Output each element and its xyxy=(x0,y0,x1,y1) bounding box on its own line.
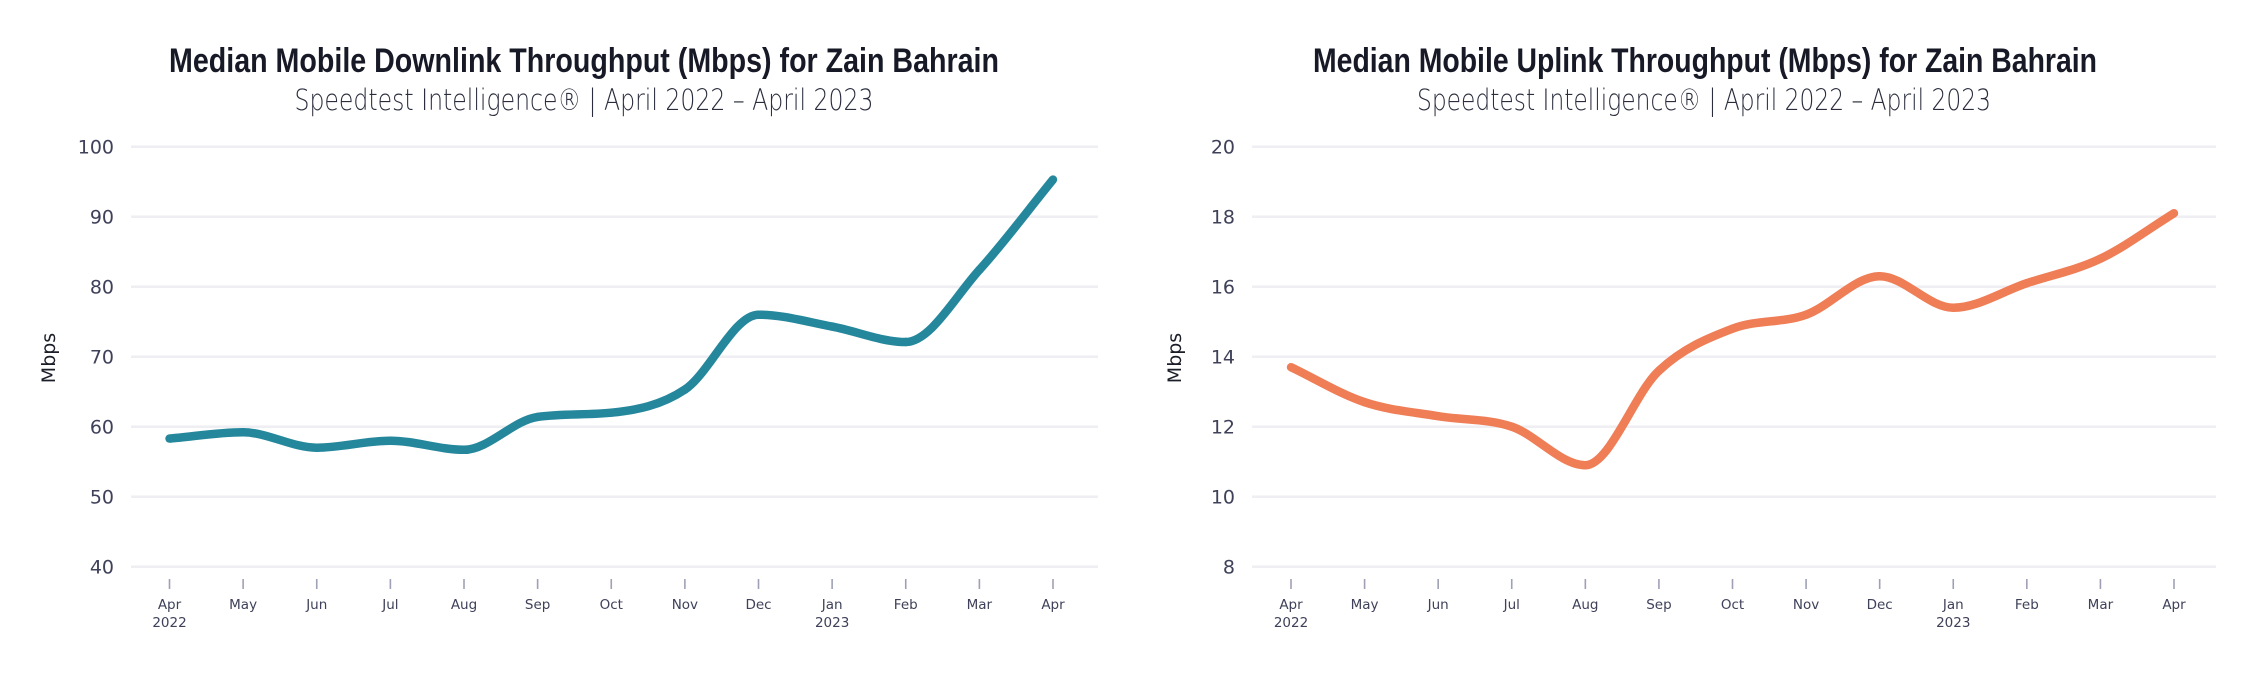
x-tick-label: Apr xyxy=(2162,597,2186,613)
x-tick-label: May xyxy=(1351,597,1379,613)
data-point xyxy=(1360,398,1369,407)
x-tick-label: Oct xyxy=(600,597,623,613)
x-tick-label: Sep xyxy=(1646,597,1671,613)
data-point xyxy=(165,434,174,443)
data-point xyxy=(1581,461,1590,470)
data-point xyxy=(1801,310,1811,319)
data-point xyxy=(754,310,763,319)
chart-subtitle: Speedtest Intelligence® | April 2022 – A… xyxy=(295,83,874,117)
y-tick-label: 100 xyxy=(78,137,114,159)
y-tick-label: 90 xyxy=(90,207,114,229)
y-tick-label: 10 xyxy=(1211,487,1235,509)
data-point xyxy=(1286,363,1296,372)
x-tick-year-label: 2022 xyxy=(152,615,186,631)
y-tick-label: 12 xyxy=(1211,417,1235,439)
gridlines xyxy=(131,145,1098,568)
x-tick-label: Nov xyxy=(672,597,698,613)
data-point xyxy=(607,408,616,417)
data-point xyxy=(1875,272,1884,281)
x-tick-label: Oct xyxy=(1721,597,1744,613)
y-tick-label: 16 xyxy=(1211,277,1235,299)
data-point xyxy=(680,385,690,394)
gridlines xyxy=(1252,145,2216,568)
data-point xyxy=(1949,303,1958,312)
y-tick-label: 50 xyxy=(90,487,114,509)
y-tick-label: 40 xyxy=(90,557,114,579)
x-tick-label: Jan xyxy=(1942,597,1964,613)
y-tick-label: 14 xyxy=(1211,347,1235,369)
data-point xyxy=(386,436,395,445)
y-tick-label: 8 xyxy=(1223,557,1235,579)
x-tick-label: Jun xyxy=(305,597,327,613)
chart-subtitle: Speedtest Intelligence® | April 2022 – A… xyxy=(1417,83,1991,117)
x-tick-label: Dec xyxy=(1867,597,1893,613)
data-point xyxy=(2096,254,2105,263)
x-tick-label: Apr xyxy=(1279,597,1303,613)
y-tick-label: 18 xyxy=(1211,207,1235,229)
y-tick-label: 80 xyxy=(90,277,114,299)
data-point xyxy=(1728,324,1737,333)
data-point xyxy=(827,322,837,331)
y-axis-ticks: 8 10 12 14 16 18 20 xyxy=(1211,137,1235,579)
x-tick-label: Sep xyxy=(525,597,550,613)
y-axis-label: Mbps xyxy=(38,333,60,383)
x-tick-year-label: 2023 xyxy=(1936,615,1970,631)
x-tick-label: Mar xyxy=(967,597,993,613)
x-tick-label: Feb xyxy=(2015,597,2039,613)
x-tick-label: Jul xyxy=(381,597,398,613)
x-axis-ticks: Apr 2022 May Jun Jul Aug Sep Oct Nov Dec Jan 2023 Fe… xyxy=(152,579,1065,631)
x-tick-label: Jul xyxy=(1503,597,1520,613)
data-point xyxy=(2169,209,2179,218)
chart-title: Median Mobile Downlink Throughput (Mbps)… xyxy=(169,42,999,80)
x-tick-label: Aug xyxy=(451,597,477,613)
data-point xyxy=(1507,422,1516,431)
x-tick-label: Aug xyxy=(1572,597,1598,613)
x-tick-label: Apr xyxy=(158,597,182,613)
x-tick-label: Jan xyxy=(821,597,843,613)
x-tick-year-label: 2023 xyxy=(815,615,849,631)
x-tick-label: Nov xyxy=(1793,597,1819,613)
x-tick-label: May xyxy=(229,597,257,613)
chart-title: Median Mobile Uplink Throughput (Mbps) f… xyxy=(1313,42,2097,80)
data-point xyxy=(1433,412,1443,421)
x-tick-label: Feb xyxy=(894,597,918,613)
data-point xyxy=(533,412,542,422)
data-point xyxy=(1654,366,1664,375)
uplink-chart: Median Mobile Uplink Throughput (Mbps) f… xyxy=(1164,42,2216,631)
downlink-chart: Median Mobile Downlink Throughput (Mbps)… xyxy=(38,42,1098,631)
data-point xyxy=(901,337,910,347)
data-point xyxy=(975,265,984,275)
y-axis-ticks: 40 50 60 70 80 90 100 xyxy=(78,137,114,579)
data-point xyxy=(312,443,321,452)
x-tick-label: Apr xyxy=(1041,597,1065,613)
y-tick-label: 20 xyxy=(1211,137,1235,159)
x-tick-year-label: 2022 xyxy=(1274,615,1308,631)
series-layer xyxy=(165,175,1058,455)
y-tick-label: 70 xyxy=(90,347,114,369)
x-tick-label: Jun xyxy=(1427,597,1449,613)
data-point xyxy=(459,445,469,454)
x-tick-label: Dec xyxy=(745,597,771,613)
y-axis-label: Mbps xyxy=(1164,333,1186,383)
y-tick-label: 60 xyxy=(90,417,114,439)
series-layer xyxy=(1286,209,2179,470)
data-point xyxy=(238,428,248,437)
x-axis-ticks: Apr 2022 May Jun Jul Aug Sep Oct Nov Dec Jan 2023 Fe… xyxy=(1274,579,2186,631)
data-point xyxy=(2022,279,2032,288)
data-point xyxy=(1048,175,1058,184)
x-tick-label: Mar xyxy=(2088,597,2114,613)
